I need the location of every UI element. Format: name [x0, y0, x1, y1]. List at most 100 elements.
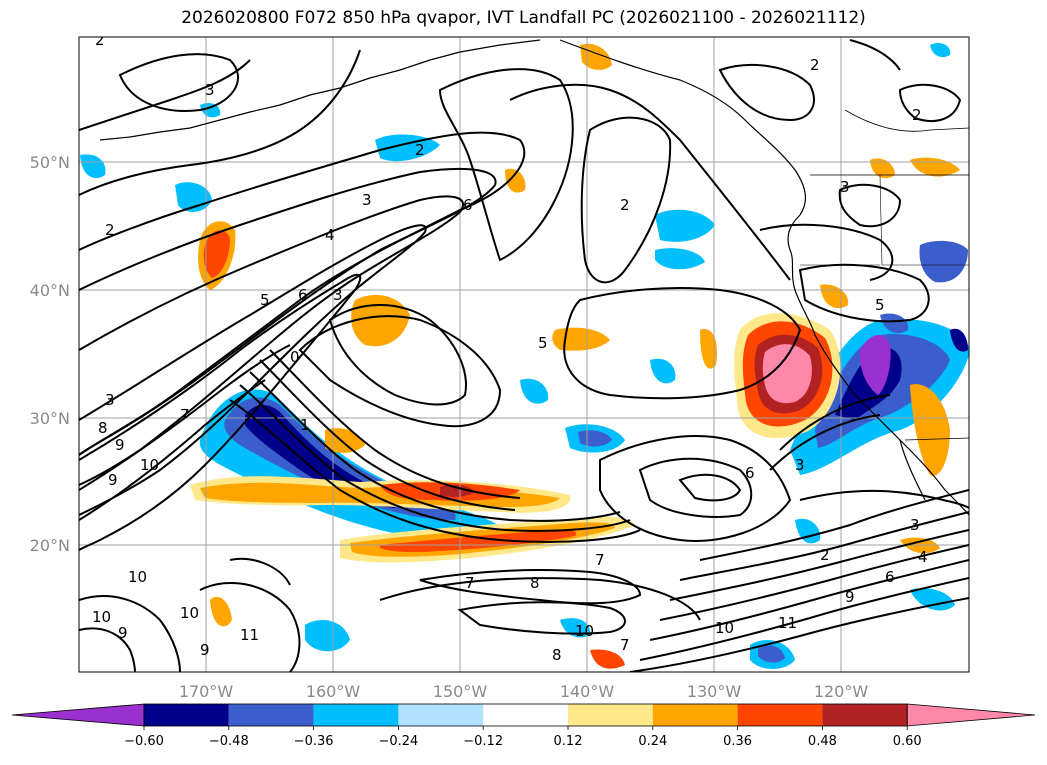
positive-band-dark [440, 484, 475, 497]
patch-positive-2 [351, 295, 410, 347]
contour-label: 2 [820, 546, 830, 564]
contour-line [249, 371, 621, 522]
contour-line [239, 384, 631, 532]
contour-line [419, 569, 642, 605]
contour-label: 2 [810, 56, 820, 74]
contour-line [678, 473, 742, 502]
lower-positive-deep [380, 529, 577, 552]
coastline-layer [99, 39, 969, 516]
colorbar-extend-max [906, 703, 1036, 727]
patch-negative-9 [305, 620, 350, 652]
colorbar-segment [398, 704, 484, 726]
contour-line [79, 595, 181, 672]
contour-label: 2 [415, 141, 425, 159]
contour-label: 2 [95, 31, 105, 49]
colorbar-tick-label: 0.48 [808, 734, 837, 749]
contour-line [679, 511, 969, 581]
colorbar-extend-min [11, 703, 145, 727]
contour-label: 3 [840, 178, 850, 196]
patch-negative-18 [950, 328, 968, 352]
contour-line [118, 53, 240, 112]
contour-line [79, 131, 526, 456]
contour-label: 8 [530, 574, 540, 592]
contour-line [580, 116, 672, 284]
patch-positive-5 [910, 384, 950, 476]
contour-line [298, 315, 502, 428]
contour-line [79, 224, 427, 516]
colorbar-segment [652, 704, 738, 726]
patch-positive-10 [870, 158, 895, 179]
patch-negative-8 [650, 358, 676, 384]
contour-line [438, 68, 574, 262]
contour-line [898, 83, 962, 122]
patch-negative-3 [375, 134, 440, 162]
colorbar-tick-label: 0.36 [723, 734, 752, 749]
contour-line [699, 489, 969, 561]
colorbar-tick-label: −0.24 [378, 734, 418, 749]
contour-label: 2 [912, 106, 922, 124]
contour-line [79, 59, 251, 131]
contour-label: 11 [240, 626, 259, 644]
patch-negative-5 [655, 248, 705, 270]
contour-line [79, 167, 497, 456]
contour-label: 9 [118, 624, 128, 642]
colorbar-segment [313, 704, 399, 726]
lat-labels: 50°N 40°N 30°N 20°N [30, 153, 70, 555]
qvapor-fill-layer [80, 43, 969, 669]
lon-label-140w: 140°W [560, 682, 615, 701]
patch-negative-2 [80, 154, 106, 179]
contour-line [759, 223, 894, 281]
patch-positive-8 [210, 596, 232, 627]
contour-label: 7 [180, 406, 190, 424]
contour-line [199, 582, 301, 672]
canada-inner-border [844, 109, 969, 132]
contour-line [629, 597, 969, 672]
contour-label: 9 [108, 471, 118, 489]
contour-label: 2 [620, 196, 630, 214]
contour-line [229, 399, 641, 543]
patch-negative-10-core [758, 645, 785, 663]
lat-label-50n: 50°N [30, 153, 70, 172]
contour-label: 6 [298, 286, 308, 304]
contour-line [457, 601, 626, 635]
contour-label: 7 [620, 636, 630, 654]
contour-label: 11 [778, 614, 797, 632]
contour-line [849, 39, 901, 71]
contour-line [79, 344, 291, 491]
contour-line [79, 195, 465, 486]
us-mexico-border [904, 437, 969, 441]
contour-label: 10 [92, 608, 111, 626]
patch-negative-7 [520, 378, 549, 404]
contour-label: 2 [105, 221, 115, 239]
lat-label-40n: 40°N [30, 281, 70, 300]
lon-label-170w: 170°W [179, 682, 234, 701]
coast-negative-purple [859, 334, 891, 395]
contour-label: 10 [180, 604, 199, 622]
patch-negative-4 [655, 209, 715, 242]
contour-line [509, 83, 791, 281]
patch-negative-14 [200, 103, 221, 118]
contour-label: 6 [745, 464, 755, 482]
contour-line [259, 359, 516, 511]
colorbar-outline [143, 703, 908, 727]
contour-label: 5 [875, 296, 885, 314]
contour-label: 4 [918, 548, 928, 566]
contour-label: 9 [115, 436, 125, 454]
offshore-positive-pink [762, 344, 812, 404]
lon-label-120w: 120°W [814, 682, 869, 701]
patch-positive-12 [590, 649, 625, 669]
contour-label: 5 [260, 291, 270, 309]
alaska-south-coast [559, 39, 807, 216]
colorbar-segment [568, 704, 653, 726]
patch-positive-14 [700, 329, 718, 369]
contour-line [638, 457, 753, 518]
colorbar-tick-label: −0.36 [294, 734, 334, 749]
contour-label: 9 [200, 641, 210, 659]
contour-line [328, 304, 467, 406]
map-title: 2026020800 F072 850 hPa qvapor, IVT Land… [181, 8, 866, 28]
contour-layer [79, 39, 969, 672]
contour-line [639, 577, 969, 661]
lon-label-160w: 160°W [306, 682, 361, 701]
contour-line [799, 489, 969, 509]
